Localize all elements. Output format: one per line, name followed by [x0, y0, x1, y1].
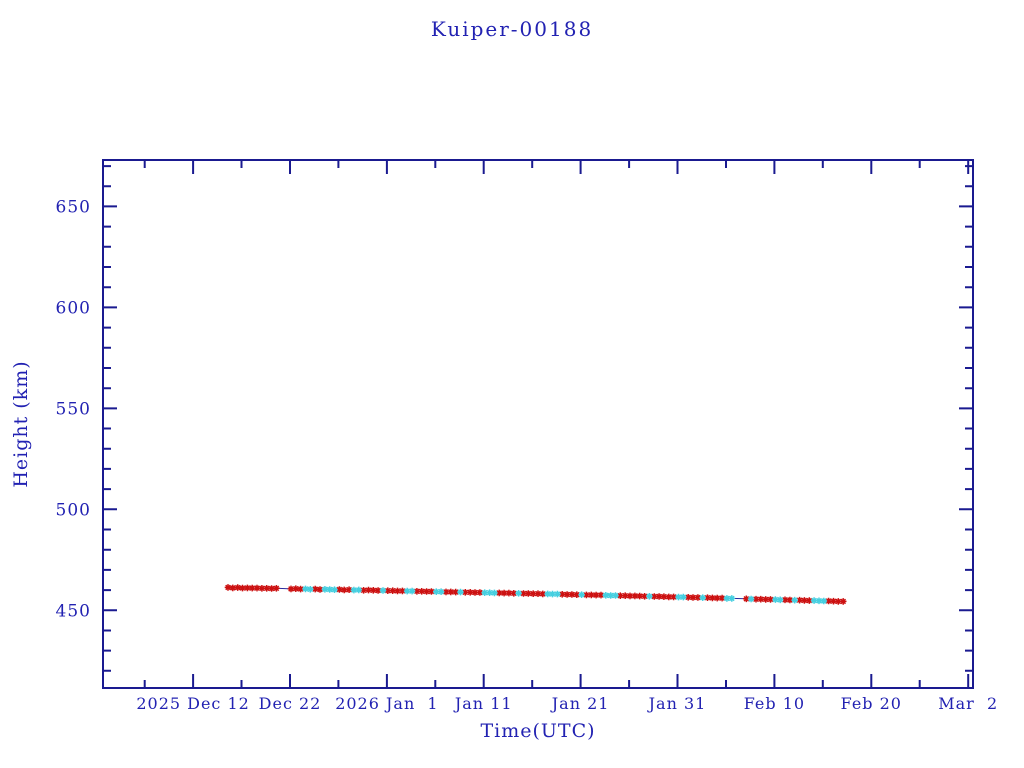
x-tick-label: Feb 10	[744, 694, 805, 713]
y-tick-label: 450	[56, 601, 91, 621]
y-tick-label: 650	[56, 197, 91, 217]
data-points-red	[224, 584, 847, 605]
plot-frame	[102, 159, 974, 689]
x-tick-label: Dec 22	[259, 694, 322, 713]
major-ticks	[104, 161, 972, 687]
x-tick-label: Jan 31	[647, 694, 707, 713]
x-tick-label: 2025 Dec 12	[136, 694, 250, 713]
y-tick-label: 550	[56, 399, 91, 419]
x-tick-label: Jan 11	[453, 694, 513, 713]
x-axis-label: Time(UTC)	[480, 720, 596, 742]
data-points-cyan	[302, 585, 828, 605]
y-tick-label: 600	[56, 298, 91, 318]
x-tick-label: Jan 21	[550, 694, 610, 713]
x-tick-label: Feb 20	[841, 694, 902, 713]
minor-ticks	[104, 161, 972, 687]
x-tick-label: 2026 Jan 1	[335, 694, 438, 713]
chart-title: Kuiper-00188	[430, 17, 594, 41]
x-tick-label: Mar 2	[938, 694, 998, 713]
y-tick-label: 500	[56, 500, 91, 520]
